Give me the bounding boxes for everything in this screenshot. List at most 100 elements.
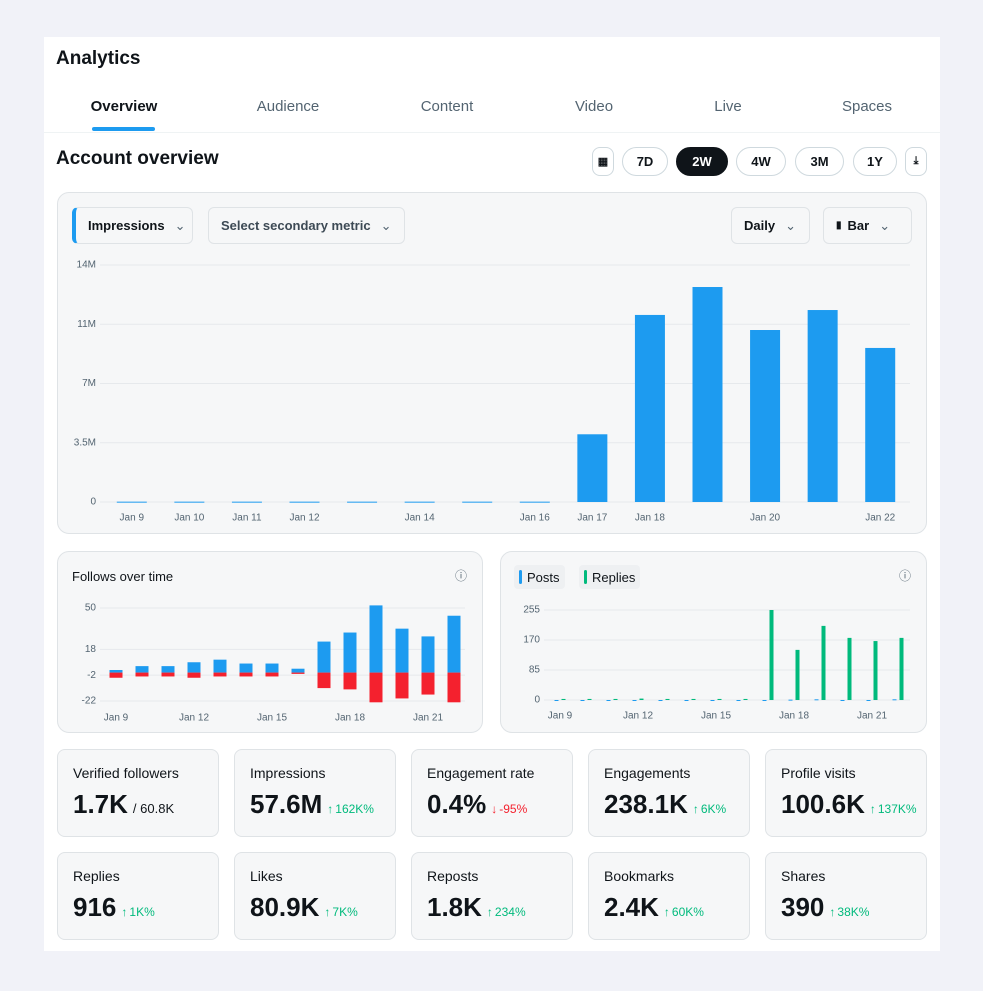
bar bbox=[613, 698, 618, 700]
calendar-button[interactable]: ▦ bbox=[592, 147, 614, 176]
bar bbox=[161, 672, 175, 677]
bar bbox=[265, 672, 279, 677]
period-button[interactable]: 3M bbox=[795, 147, 844, 176]
bar bbox=[447, 672, 461, 703]
bar bbox=[736, 700, 741, 701]
x-tick-label: Jan 11 bbox=[232, 513, 262, 524]
posts-chart: 255 170 85 0 Jan 9 Jan 12 Jan 15 Jan 18 Jan 21 bbox=[523, 605, 910, 722]
tab[interactable]: Spaces bbox=[841, 98, 893, 115]
bar bbox=[265, 663, 279, 673]
x-tick-label: Jan 22 bbox=[865, 513, 895, 524]
y-tick-label: 14M bbox=[77, 260, 96, 271]
stat-number: 390 bbox=[781, 892, 825, 922]
bar bbox=[634, 314, 665, 502]
stat-change: 60K% bbox=[671, 905, 704, 919]
y-tick-label: 7M bbox=[82, 378, 96, 389]
tab[interactable]: Live bbox=[714, 98, 742, 115]
stat-arrow: ↑ bbox=[121, 905, 128, 919]
bar bbox=[866, 700, 871, 701]
primary-metric-label: Impressions bbox=[88, 218, 165, 233]
stat-number: 80.9K bbox=[250, 892, 320, 922]
stat-label: Verified followers bbox=[73, 765, 179, 781]
bar bbox=[135, 672, 149, 677]
period-button[interactable]: 1Y bbox=[853, 147, 897, 176]
follows-panel bbox=[57, 551, 483, 733]
stat-label: Reposts bbox=[427, 868, 479, 884]
bar bbox=[404, 501, 435, 503]
stat-number: 2.4K bbox=[604, 892, 659, 922]
y-tick-label: -2 bbox=[87, 670, 96, 681]
stat-card: Impressions 57.6M ↑ 162K% bbox=[234, 749, 396, 837]
secondary-metric[interactable]: Select secondary metric ⌄ bbox=[208, 207, 405, 244]
x-tick-label: Jan 9 bbox=[120, 513, 145, 524]
bar bbox=[606, 700, 611, 701]
legend-item[interactable]: Posts bbox=[514, 565, 565, 589]
stat-change: 234% bbox=[494, 905, 526, 919]
info-icon[interactable]: ⓘ bbox=[899, 569, 912, 583]
period-button[interactable]: 2W bbox=[676, 147, 728, 176]
stat-value: 2.4K ↑ 60K% bbox=[604, 892, 749, 923]
stat-total: / 60.8K bbox=[132, 801, 175, 816]
interval[interactable]: Daily ⌄ bbox=[731, 207, 810, 244]
tab[interactable]: Content bbox=[420, 98, 474, 115]
bar bbox=[239, 672, 253, 677]
period-button[interactable]: 7D bbox=[622, 147, 668, 176]
bar bbox=[821, 625, 826, 700]
stat-value: 390 ↑ 38K% bbox=[781, 892, 926, 923]
stat-label: Likes bbox=[250, 868, 283, 884]
bar bbox=[710, 700, 715, 701]
info-icon[interactable]: ⓘ bbox=[455, 569, 468, 583]
bar bbox=[892, 699, 897, 701]
y-tick-label: 255 bbox=[523, 605, 540, 616]
x-tick-label: Jan 21 bbox=[857, 711, 887, 722]
bar bbox=[665, 698, 670, 700]
period-button[interactable]: 4W bbox=[736, 147, 786, 176]
bar bbox=[462, 501, 493, 503]
legend-item[interactable]: Replies bbox=[579, 565, 641, 589]
stat-card: Shares 390 ↑ 38K% bbox=[765, 852, 927, 940]
bar bbox=[161, 666, 175, 673]
stat-arrow: ↑ bbox=[869, 802, 876, 816]
x-tick-label: Jan 9 bbox=[104, 713, 129, 724]
bar bbox=[289, 501, 320, 503]
bar bbox=[587, 698, 592, 700]
secondary-metric-label: Select secondary metric bbox=[221, 218, 371, 233]
legend-label: Replies bbox=[592, 569, 636, 585]
bar bbox=[814, 699, 819, 701]
download-button[interactable]: ⤓ bbox=[905, 147, 927, 176]
bar bbox=[577, 434, 608, 502]
bar bbox=[174, 501, 205, 503]
bar bbox=[684, 700, 689, 701]
stat-arrow: ↑ bbox=[829, 905, 836, 919]
x-tick-label: Jan 18 bbox=[635, 513, 665, 524]
x-tick-label: Jan 12 bbox=[289, 513, 319, 524]
bar bbox=[639, 698, 644, 700]
follows-title: Follows over time bbox=[72, 569, 174, 584]
tab[interactable]: Video bbox=[574, 98, 614, 115]
stat-label: Shares bbox=[781, 868, 826, 884]
chart-kind[interactable]: ▮ Bar ⌄ bbox=[823, 207, 912, 244]
bar bbox=[769, 610, 774, 700]
bar bbox=[369, 672, 383, 703]
x-tick-label: Jan 18 bbox=[779, 711, 809, 722]
tab[interactable]: Audience bbox=[256, 98, 320, 115]
bar bbox=[658, 700, 663, 701]
bar bbox=[291, 672, 305, 674]
stat-number: 1.8K bbox=[427, 892, 482, 922]
bar bbox=[795, 649, 800, 700]
bar-icon: ▮ bbox=[836, 220, 842, 231]
x-tick-label: Jan 12 bbox=[623, 711, 653, 722]
tab[interactable]: Overview bbox=[90, 98, 158, 115]
bar bbox=[519, 501, 550, 503]
stat-value: 0.4% ↓ -95% bbox=[427, 789, 572, 820]
bar bbox=[213, 659, 227, 673]
main-chart-panel bbox=[57, 192, 927, 534]
stat-arrow: ↑ bbox=[663, 905, 670, 919]
y-tick-label: 50 bbox=[85, 603, 97, 614]
stat-label: Impressions bbox=[250, 765, 326, 781]
impressions-chart: 0 3.5M 7M 11M 14M Jan 9 Jan 10 Jan 11 Jan 12 Jan … bbox=[74, 260, 910, 524]
y-tick-label: 18 bbox=[85, 644, 97, 655]
stat-value: 1.8K ↑ 234% bbox=[427, 892, 572, 923]
primary-metric[interactable]: Impressions ⌄ bbox=[72, 207, 193, 244]
